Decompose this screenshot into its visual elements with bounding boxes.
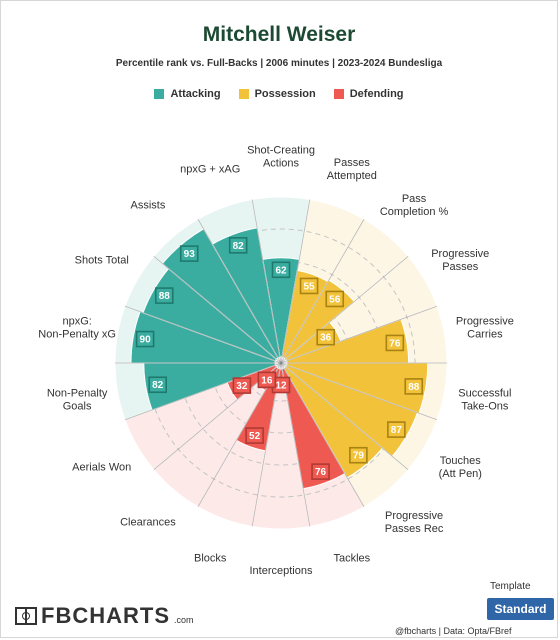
value-label-tackles: 76	[315, 467, 327, 478]
legend-item-attacking: Attacking	[154, 88, 221, 100]
value-label-touches-att-pen: 87	[391, 425, 403, 436]
value-badge-non-penalty-goals	[148, 376, 167, 394]
category-label-assists: Assists	[131, 199, 166, 211]
value-badge-assists	[179, 245, 199, 262]
legend-swatch-defending	[333, 89, 344, 99]
spoke	[280, 305, 438, 364]
value-badge-progressive-passes	[316, 328, 335, 346]
value-badge-passes-attempted	[299, 277, 319, 295]
category-label-npxg-xag: npxG + xAG	[180, 163, 240, 175]
spoke	[280, 219, 365, 364]
value-label-shot-creating-actions: 62	[275, 265, 287, 276]
legend-label-possession: Possession	[254, 88, 316, 100]
value-badge-pass-completion	[325, 290, 345, 308]
logo-suffix: .com	[174, 615, 194, 625]
value-label-assists: 93	[184, 249, 196, 260]
value-label-clearances: 16	[261, 375, 273, 386]
value-label-npxg-xag: 82	[233, 241, 245, 252]
category-label-successful-take-ons: Successful Take-Ons	[458, 387, 511, 412]
spoke	[280, 362, 409, 471]
value-label-interceptions: 12	[275, 381, 287, 392]
value-label-successful-take-ons: 88	[408, 382, 420, 393]
spoke	[280, 199, 311, 364]
pitch-icon	[15, 607, 37, 625]
value-badge-npxg-non-penalty-xg	[135, 330, 155, 348]
value-label-aerials-won: 32	[236, 381, 248, 392]
fbcharts-logo: FBCHARTS .com	[15, 603, 194, 628]
spoke	[124, 362, 282, 421]
value-badge-shots-total	[154, 287, 174, 304]
category-label-tackles: Tackles	[333, 553, 370, 565]
legend-item-possession: Possession	[238, 88, 316, 100]
spoke	[124, 305, 282, 364]
category-label-blocks: Blocks	[194, 553, 227, 565]
value-label-progressive-passes: 36	[320, 333, 332, 344]
value-label-non-penalty-goals: 82	[152, 380, 164, 391]
category-label-progressive-carries: Progressive Carries	[456, 316, 514, 341]
value-label-progressive-passes-rec: 79	[353, 451, 365, 462]
spoke	[280, 362, 365, 507]
spoke	[197, 219, 282, 364]
logo-text: FBCHARTS	[41, 603, 170, 628]
category-label-shot-creating-actions: Shot-Creating Actions	[247, 145, 315, 170]
value-label-shots-total: 88	[159, 291, 171, 302]
value-badge-shot-creating-actions	[271, 261, 291, 279]
category-label-clearances: Clearances	[120, 517, 176, 529]
value-badge-blocks	[245, 427, 264, 444]
category-label-interceptions: Interceptions	[250, 565, 313, 577]
spoke	[251, 199, 282, 364]
category-label-touches-att-pen: Touches (Att Pen)	[439, 455, 482, 480]
category-label-pass-completion: Pass Completion %	[380, 193, 449, 218]
value-badge-clearances	[257, 371, 277, 389]
spoke	[280, 362, 438, 421]
value-badge-aerials-won	[232, 377, 252, 394]
legend-label-defending: Defending	[349, 88, 404, 100]
value-badge-progressive-passes-rec	[349, 446, 368, 464]
value-labels: 62 55 56 36 76 88 87 79 76 12 52 16 32 82 90 88 93 82	[135, 237, 424, 480]
value-label-progressive-carries: 76	[389, 338, 401, 349]
category-label-progressive-passes-rec: Progressive Passes Rec	[385, 510, 444, 535]
category-label-progressive-passes: Progressive Passes	[431, 248, 489, 273]
value-badge-npxg-xag	[228, 237, 248, 254]
standard-template-button[interactable]: Standard	[487, 598, 554, 620]
value-badge-tackles	[311, 463, 330, 480]
legend-swatch-possession	[238, 89, 249, 99]
legend-item-defending: Defending	[333, 88, 404, 100]
legend-swatch-attacking	[154, 89, 165, 99]
category-label-npxg-non-penalty-xg: npxG: Non-Penalty xG	[38, 316, 116, 341]
legend-label-attacking: Attacking	[170, 88, 221, 100]
template-label: Template	[490, 581, 531, 592]
chart-subtitle: Percentile rank vs. Full-Backs | 2006 mi…	[115, 58, 443, 69]
value-badge-progressive-carries	[385, 334, 405, 352]
value-badge-successful-take-ons	[404, 378, 424, 395]
category-label-passes-attempted: Passes Attempted	[327, 157, 377, 182]
category-label-aerials-won: Aerials Won	[72, 462, 131, 474]
category-label-shots-total: Shots Total	[75, 255, 129, 267]
value-label-pass-completion: 56	[329, 294, 341, 305]
spoke	[153, 255, 282, 364]
value-label-npxg-non-penalty-xg: 90	[140, 335, 152, 346]
data-credit: @fbcharts | Data: Opta/FBref	[395, 626, 512, 636]
value-label-passes-attempted: 55	[303, 281, 315, 292]
legend: Attacking Possession Defending	[1, 88, 557, 100]
category-label-non-penalty-goals: Non-Penalty Goals	[47, 387, 108, 412]
value-badge-touches-att-pen	[387, 421, 406, 438]
spoke	[280, 255, 409, 364]
value-label-blocks: 52	[249, 431, 261, 442]
chart-title: Mitchell Weiser	[202, 23, 356, 46]
